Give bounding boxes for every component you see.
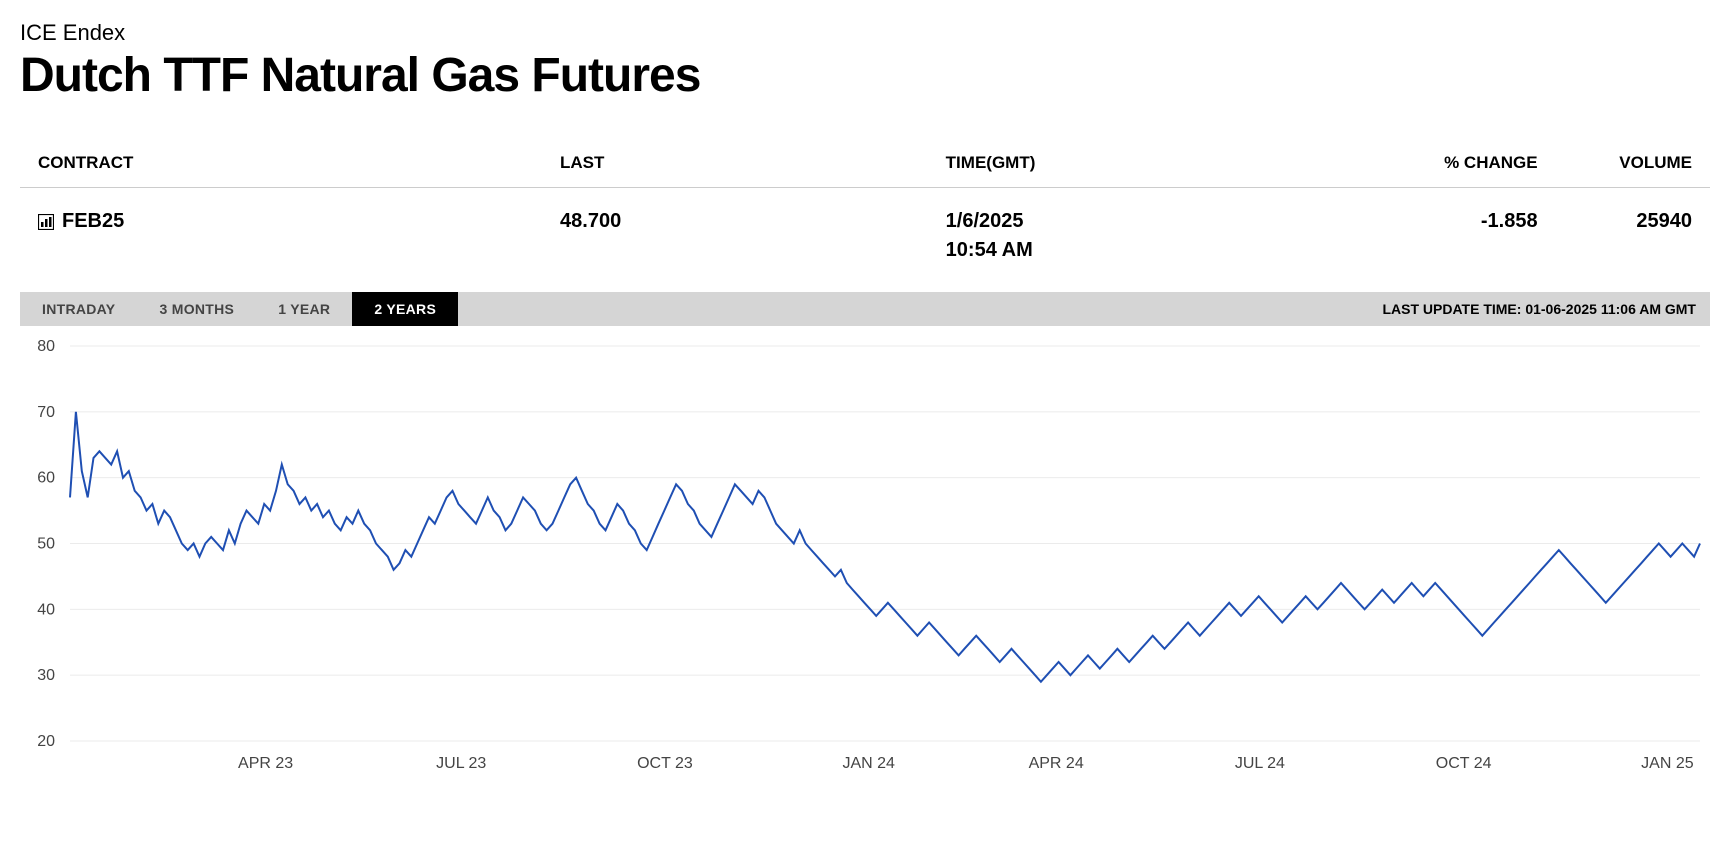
page-title: Dutch TTF Natural Gas Futures xyxy=(20,48,1710,103)
exchange-label: ICE Endex xyxy=(20,20,1710,46)
price-chart[interactable]: 20 30 40 50 60 70 80 APR 23 JUL 23 OCT 23 JAN 24 AP… xyxy=(20,336,1710,776)
svg-text:APR 23: APR 23 xyxy=(238,755,293,772)
col-header-last: LAST xyxy=(542,143,928,188)
svg-text:80: 80 xyxy=(37,338,55,355)
range-tabs-bar: INTRADAY3 MONTHS1 YEAR2 YEARS LAST UPDAT… xyxy=(20,292,1710,326)
contract-table: CONTRACT LAST TIME(GMT) % CHANGE VOLUME … xyxy=(20,143,1710,272)
tab-intraday[interactable]: INTRADAY xyxy=(20,292,137,326)
time-date: 1/6/2025 xyxy=(946,210,1326,233)
svg-text:APR 24: APR 24 xyxy=(1029,755,1084,772)
svg-text:JUL 23: JUL 23 xyxy=(436,755,486,772)
table-header-row: CONTRACT LAST TIME(GMT) % CHANGE VOLUME xyxy=(20,143,1710,188)
tab-3-months[interactable]: 3 MONTHS xyxy=(137,292,256,326)
col-header-volume: VOLUME xyxy=(1556,143,1710,188)
tab-2-years[interactable]: 2 YEARS xyxy=(352,292,458,326)
svg-text:OCT 24: OCT 24 xyxy=(1436,755,1492,772)
svg-text:JAN 24: JAN 24 xyxy=(842,755,895,772)
col-header-change: % CHANGE xyxy=(1343,143,1555,188)
col-header-time: TIME(GMT) xyxy=(928,143,1344,188)
svg-text:20: 20 xyxy=(37,733,55,750)
last-price: 48.700 xyxy=(542,188,928,273)
svg-text:40: 40 xyxy=(37,601,55,618)
col-header-contract: CONTRACT xyxy=(20,143,542,188)
svg-text:50: 50 xyxy=(37,536,55,553)
last-update-label: LAST UPDATE TIME: 01-06-2025 11:06 AM GM… xyxy=(1382,301,1710,317)
contract-symbol[interactable]: FEB25 xyxy=(62,210,124,233)
range-tabs: INTRADAY3 MONTHS1 YEAR2 YEARS xyxy=(20,292,458,326)
tab-1-year[interactable]: 1 YEAR xyxy=(256,292,352,326)
volume-value: 25940 xyxy=(1556,188,1710,273)
svg-text:JAN 25: JAN 25 xyxy=(1641,755,1694,772)
time-hour: 10:54 AM xyxy=(946,239,1326,262)
svg-text:30: 30 xyxy=(37,667,55,684)
svg-text:60: 60 xyxy=(37,470,55,487)
price-line xyxy=(70,412,1700,682)
svg-text:70: 70 xyxy=(37,404,55,421)
percent-change: -1.858 xyxy=(1343,188,1555,273)
svg-text:OCT 23: OCT 23 xyxy=(637,755,693,772)
time-cell: 1/6/2025 10:54 AM xyxy=(928,188,1344,273)
table-row: FEB25 48.700 1/6/2025 10:54 AM -1.858 25… xyxy=(20,188,1710,273)
svg-text:JUL 24: JUL 24 xyxy=(1235,755,1285,772)
chart-icon[interactable] xyxy=(38,214,54,230)
